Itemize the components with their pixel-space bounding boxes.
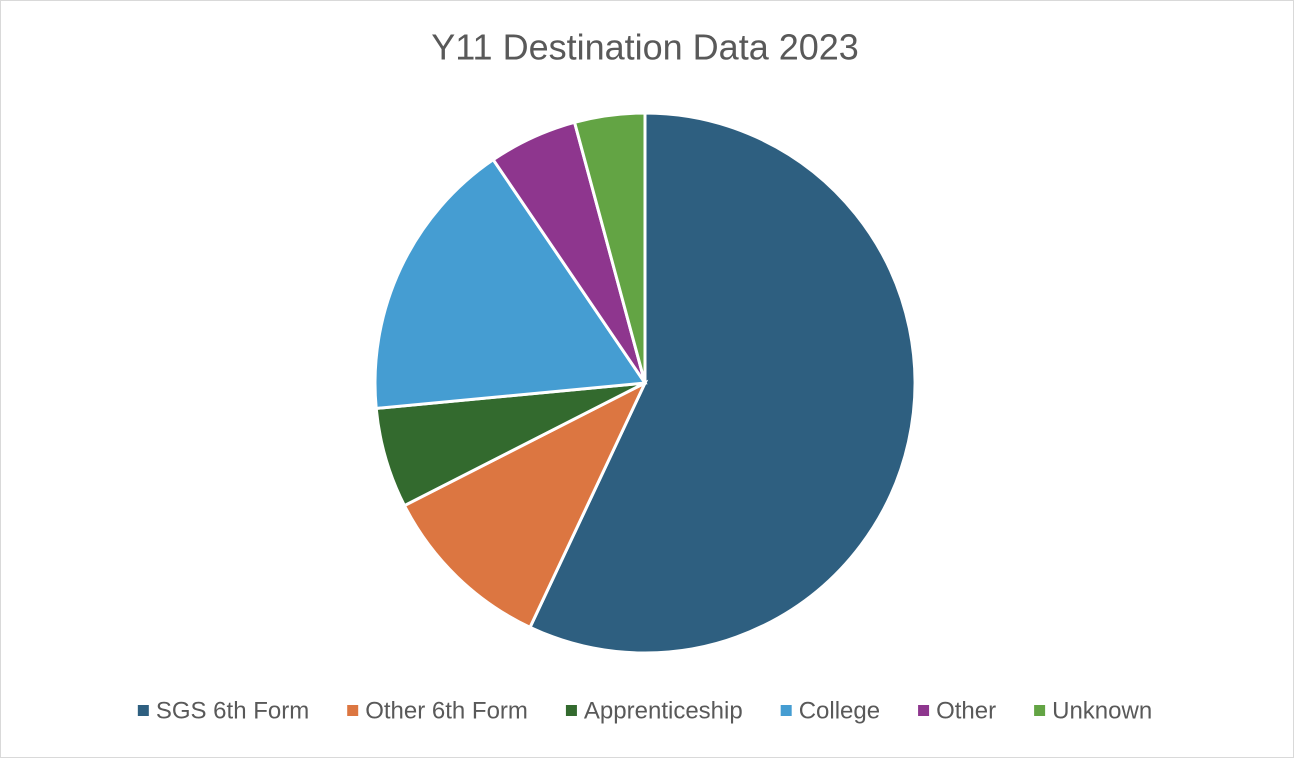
legend-label: College [799, 697, 880, 724]
legend-swatch [137, 705, 149, 716]
legend-label: Unknown [1052, 697, 1152, 724]
legend-swatch [1034, 705, 1046, 716]
legend-swatch [565, 705, 577, 716]
legend-label: Other [936, 697, 996, 724]
pie-slice [572, 111, 647, 384]
legend-label: Apprenticeship [584, 697, 743, 724]
legend-swatch [780, 705, 792, 716]
legend-swatch [918, 705, 930, 716]
pie-slice [528, 111, 917, 655]
legend-label: Other 6th Form [365, 697, 528, 724]
legend-swatch [347, 705, 359, 716]
legend: SGS 6th Form Other 6th Form Apprenticeship… [137, 697, 1152, 724]
pie-slice [402, 379, 649, 630]
chart-title: Y11 Destination Data 2023 [431, 27, 859, 68]
pie-slice [373, 157, 648, 411]
legend-label: SGS 6th Form [156, 697, 309, 724]
